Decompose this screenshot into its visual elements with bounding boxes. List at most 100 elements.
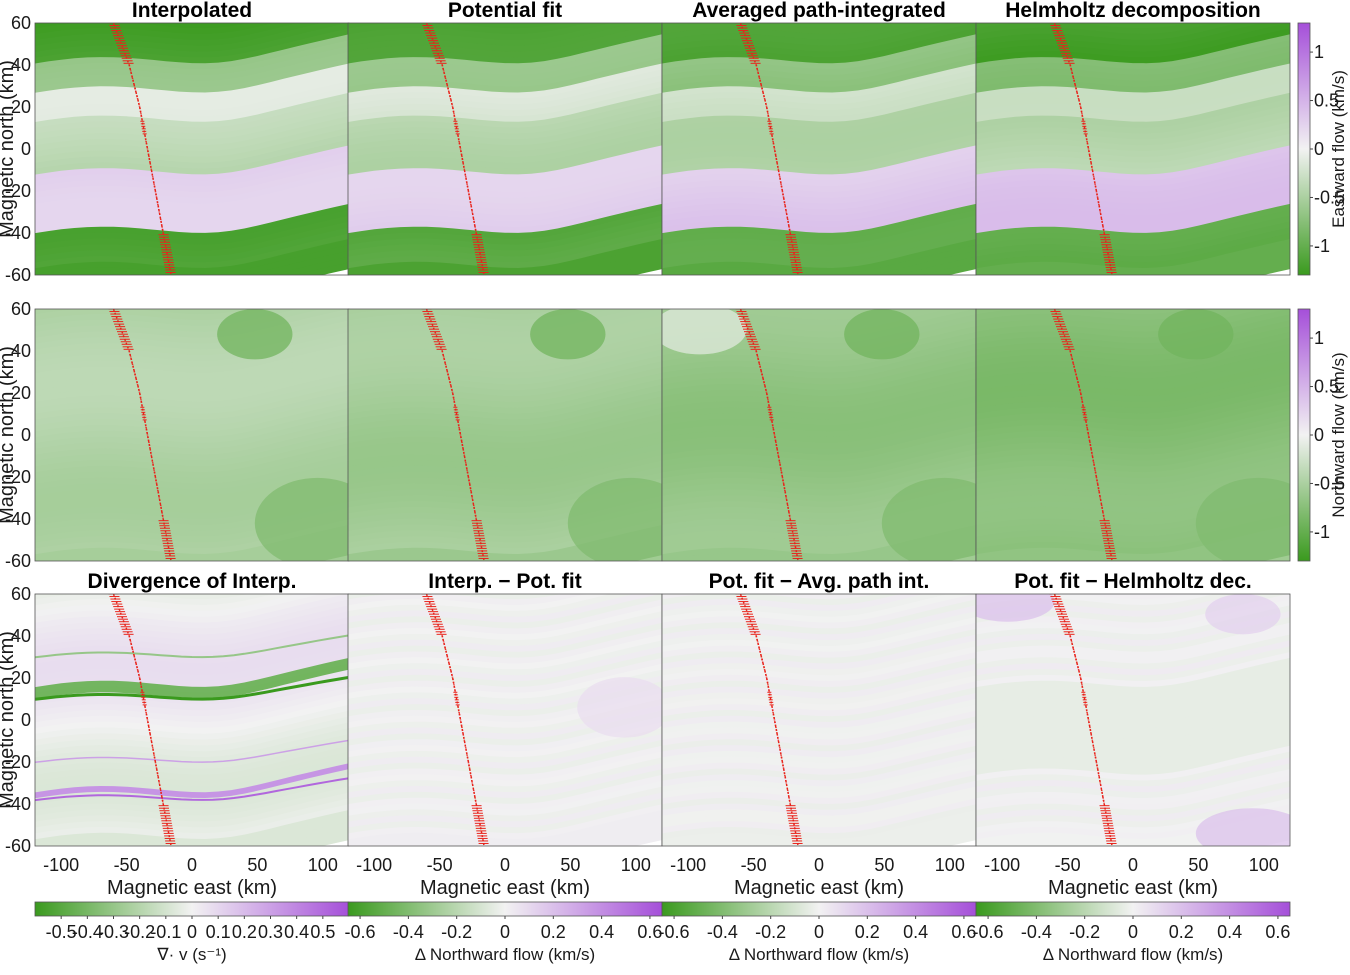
heatmap-band (662, 449, 976, 485)
heatmap-band (348, 75, 662, 112)
heatmap-band (35, 332, 349, 368)
colorbar-tick-label: -0.4 (707, 922, 738, 942)
heatmap-band (921, 262, 976, 275)
heatmap-band (976, 157, 1290, 193)
heatmap-band (976, 215, 1290, 252)
heatmap-band (35, 675, 349, 712)
track-line (1053, 23, 1113, 275)
heatmap-band (976, 739, 1290, 776)
colorbar-tick-label: 0.2 (541, 922, 566, 942)
heatmap-band (35, 419, 349, 456)
colorbar-fill (975, 901, 1291, 917)
panel-r3c3: Pot. fit − Avg. path int. -100 -50 0 50 100 Ma… (661, 570, 977, 899)
heatmap-band (976, 163, 1290, 199)
heatmap-r1c4 (976, 23, 1290, 275)
colorbar-tick-label: 0.5 (310, 922, 335, 942)
heatmap-band (662, 466, 976, 503)
heatmap-band (976, 489, 1290, 526)
colorbar-tick-label: -0.2 (441, 922, 472, 942)
heatmap-band (976, 687, 1290, 723)
panel-r3c4: Pot. fit − Helmholtz dec. -100 -50 0 50 100 Ma… (975, 570, 1291, 899)
heatmap-band (662, 594, 879, 601)
heatmap-band (976, 437, 1290, 474)
y-tick-label: 40 (11, 626, 31, 646)
heatmap-band (35, 326, 349, 362)
y-tick-label: 20 (11, 97, 31, 117)
heatmap-band (976, 390, 1290, 427)
heatmap-band (662, 203, 976, 240)
heatmap-band (35, 23, 349, 53)
heatmap-band (348, 122, 662, 158)
x-tick-label: 50 (874, 855, 894, 875)
heatmap-band (976, 116, 1290, 152)
y-tick-label: -60 (5, 265, 31, 285)
colorbar-tick-label: 0 (814, 922, 824, 942)
heatmap-band (662, 23, 952, 47)
heatmap-band (976, 472, 1290, 509)
heatmap-band (348, 810, 662, 846)
heatmap-band (348, 40, 662, 76)
heatmap-band (662, 355, 976, 392)
heatmap-band (662, 454, 976, 491)
panel-r3c1: Divergence of Interp. 60 40 20 0 -20 -40 -60 Mag… (0, 570, 350, 899)
track-line (112, 309, 172, 561)
heatmap-band (976, 180, 1290, 217)
heatmap-band (662, 657, 976, 694)
heatmap-band (348, 745, 662, 782)
heatmap-band (348, 145, 662, 182)
heatmap-band (662, 145, 976, 182)
heatmap-band (348, 501, 662, 538)
heatmap-band (348, 408, 662, 444)
y-tick-label: -60 (5, 551, 31, 571)
heatmap-band (348, 722, 662, 759)
heatmap-band (976, 513, 1290, 550)
heatmap-band (976, 221, 1290, 258)
heatmap-band (348, 23, 613, 41)
heatmap-band (348, 663, 662, 700)
heatmap-band (294, 262, 349, 275)
colorbar-tick-label: 1 (1314, 42, 1324, 62)
heatmap-band (35, 757, 349, 794)
heatmap-band (35, 139, 349, 176)
heatmap-band (976, 367, 1290, 403)
heatmap-band (35, 104, 349, 141)
heatmap-band (662, 478, 976, 515)
heatmap-band (976, 646, 1290, 683)
heatmap-band (35, 698, 349, 735)
x-tick-label: 100 (308, 855, 338, 875)
heatmap-patch (217, 309, 293, 360)
heatmap-band (976, 81, 1290, 117)
heatmap-r2c1 (35, 309, 349, 561)
heatmap-band (348, 507, 662, 544)
heatmap-band (699, 821, 976, 846)
heatmap-band (35, 192, 349, 229)
heatmap-band (662, 810, 976, 846)
heatmap-band (348, 337, 662, 374)
colorbar-tick-label: -0.5 (46, 922, 77, 942)
heatmap-band (662, 23, 976, 59)
heatmap-band (35, 23, 252, 30)
heatmap-band (976, 23, 1290, 59)
heatmap-band (348, 769, 662, 805)
heatmap-band (662, 396, 976, 433)
panel-r3c2: Interp. − Pot. fit -100 -50 0 50 100 Magnetic … (347, 570, 663, 899)
heatmap-r2c3 (662, 309, 976, 561)
heatmap-band (662, 69, 976, 106)
heatmap-band (35, 151, 349, 188)
heatmap-band (348, 209, 662, 246)
heatmap-band (348, 594, 662, 624)
heatmap-band (348, 23, 590, 35)
y-tick-label: -40 (5, 223, 31, 243)
heatmap-band (348, 221, 662, 258)
heatmap-band (35, 443, 349, 479)
x-axis-label: Magnetic east (km) (420, 877, 590, 899)
heatmap-band (348, 402, 662, 438)
heatmap-band (348, 622, 662, 659)
heatmap-band (662, 681, 976, 718)
x-tick-label: 0 (500, 855, 510, 875)
heatmap-band (35, 617, 349, 653)
heatmap-band (348, 309, 590, 321)
heatmap-band (976, 634, 1290, 671)
heatmap-band (976, 617, 1290, 653)
